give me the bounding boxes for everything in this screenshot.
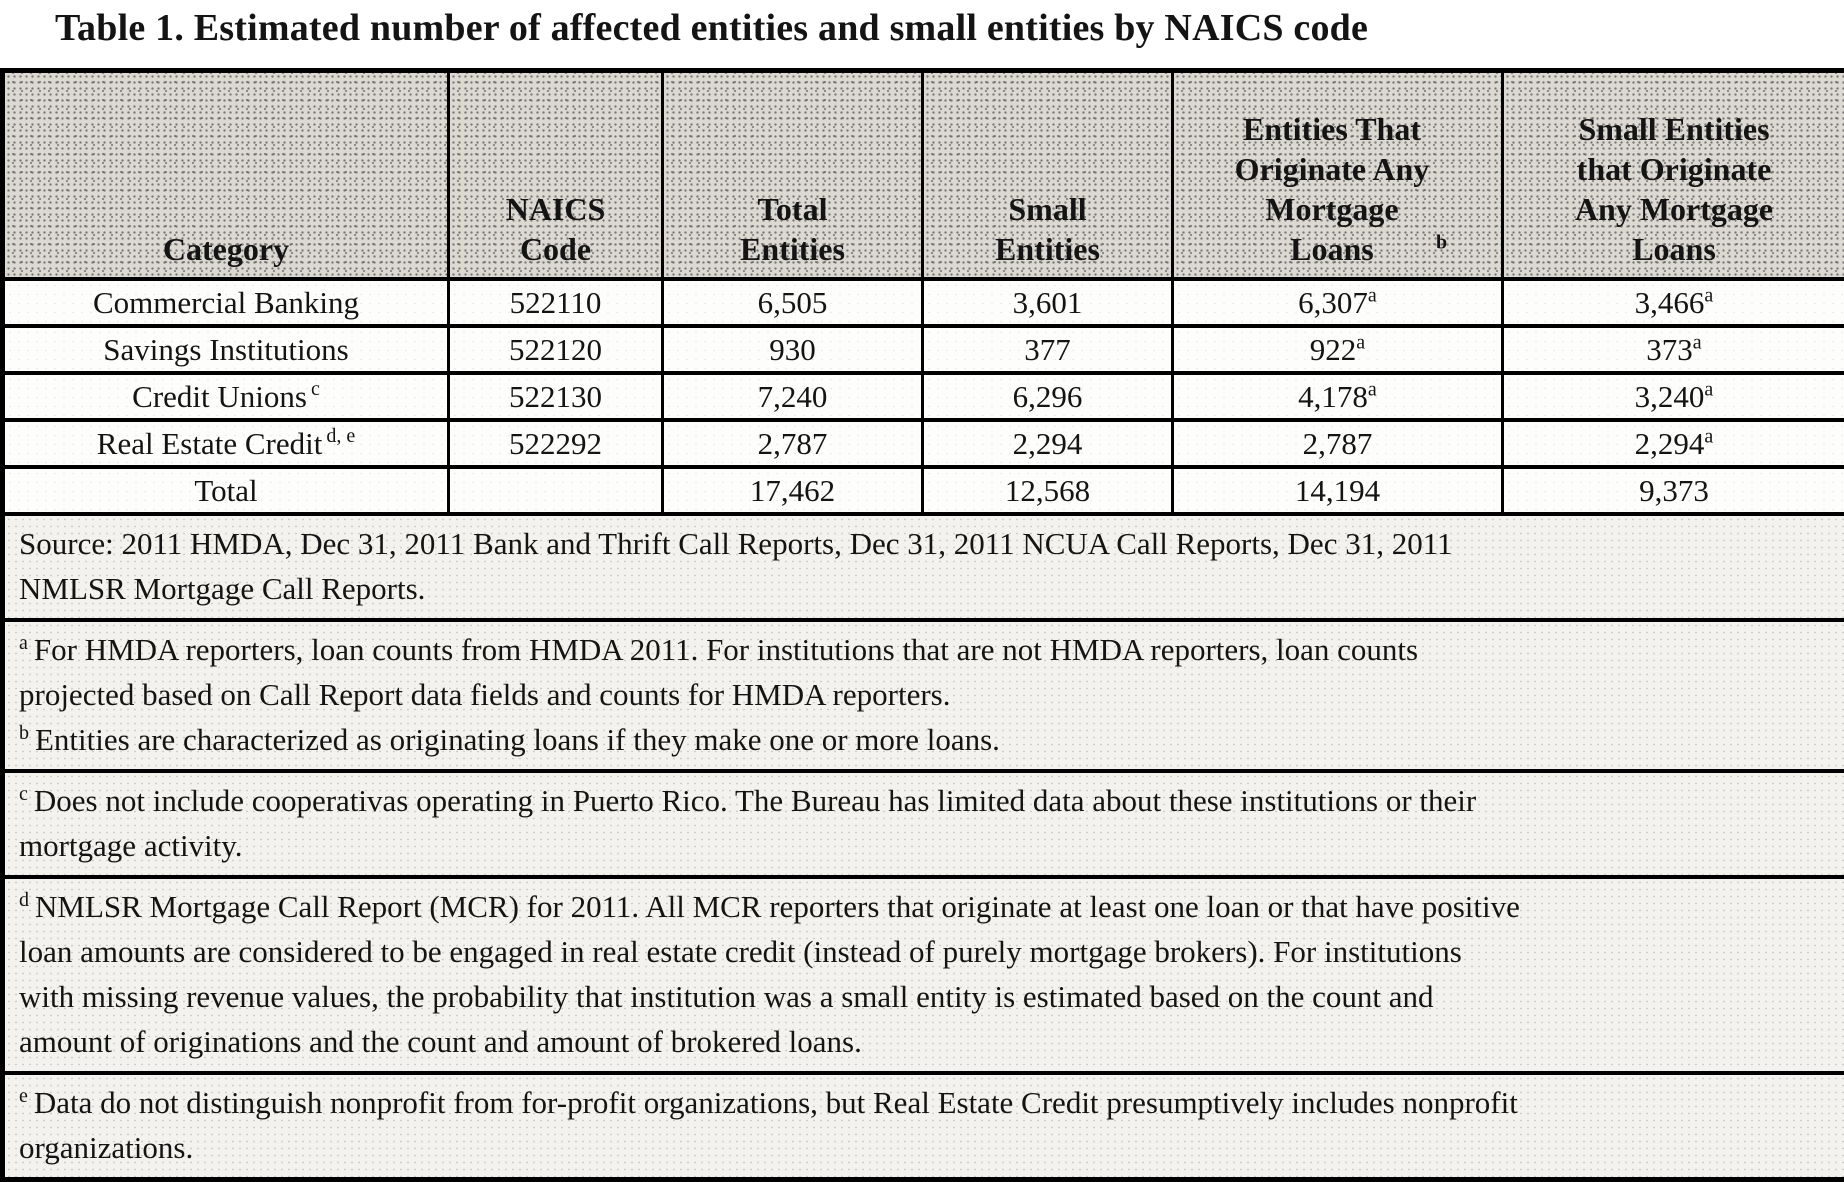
source-note-row: Source: 2011 HMDA, Dec 31, 2011 Bank and… <box>3 514 1844 620</box>
cell-total-entities: 17,462 <box>663 467 923 514</box>
cell-naics-code: 522292 <box>449 420 663 467</box>
table-row-total: Total 17,462 12,568 14,194 9,373 <box>3 467 1844 514</box>
cell-small-originating-entities: 3,240a <box>1503 373 1844 420</box>
cell-naics-code: 522130 <box>449 373 663 420</box>
header-small-entities-originate-loans: Small Entities that Originate Any Mortga… <box>1503 71 1844 280</box>
cell-originating-entities: 2,787 <box>1173 420 1503 467</box>
cell-originating-entities: 14,194 <box>1173 467 1503 514</box>
header-naics-code: NAICS Code <box>449 71 663 280</box>
cell-total-entities: 930 <box>663 326 923 373</box>
cell-originating-entities: 6,307a <box>1173 279 1503 326</box>
cell-naics-code: 522120 <box>449 326 663 373</box>
source-note: Source: 2011 HMDA, Dec 31, 2011 Bank and… <box>3 514 1844 620</box>
table-header-row: Category NAICS Code Total Entities Small… <box>3 71 1844 280</box>
cell-total-entities: 6,505 <box>663 279 923 326</box>
header-small-entities: Small Entities <box>923 71 1173 280</box>
cell-originating-entities: 4,178a <box>1173 373 1503 420</box>
cell-small-entities: 12,568 <box>923 467 1173 514</box>
cell-small-originating-entities: 2,294a <box>1503 420 1844 467</box>
page-title: Table 1. Estimated number of affected en… <box>0 6 1844 50</box>
header-entities-originate-loans: Entities That Originate Any Mortgage Loa… <box>1173 71 1503 280</box>
cell-total-entities: 2,787 <box>663 420 923 467</box>
header-category: Category <box>3 71 449 280</box>
cell-category: Savings Institutions <box>3 326 449 373</box>
cell-small-originating-entities: 9,373 <box>1503 467 1844 514</box>
cell-small-entities: 3,601 <box>923 279 1173 326</box>
cell-naics-code <box>449 467 663 514</box>
cell-total-entities: 7,240 <box>663 373 923 420</box>
header-total-entities: Total Entities <box>663 71 923 280</box>
cell-small-originating-entities: 3,466a <box>1503 279 1844 326</box>
cell-category: Total <box>3 467 449 514</box>
table-row-commercial-banking: Commercial Banking 522110 6,505 3,601 6,… <box>3 279 1844 326</box>
table-row-savings-institutions: Savings Institutions 522120 930 377 922a… <box>3 326 1844 373</box>
cell-naics-code: 522110 <box>449 279 663 326</box>
cell-originating-entities: 922a <box>1173 326 1503 373</box>
cell-small-originating-entities: 373a <box>1503 326 1844 373</box>
cell-small-entities: 6,296 <box>923 373 1173 420</box>
cell-small-entities: 377 <box>923 326 1173 373</box>
naics-entities-table: Category NAICS Code Total Entities Small… <box>0 68 1844 1182</box>
cell-category: Commercial Banking <box>3 279 449 326</box>
cell-small-entities: 2,294 <box>923 420 1173 467</box>
